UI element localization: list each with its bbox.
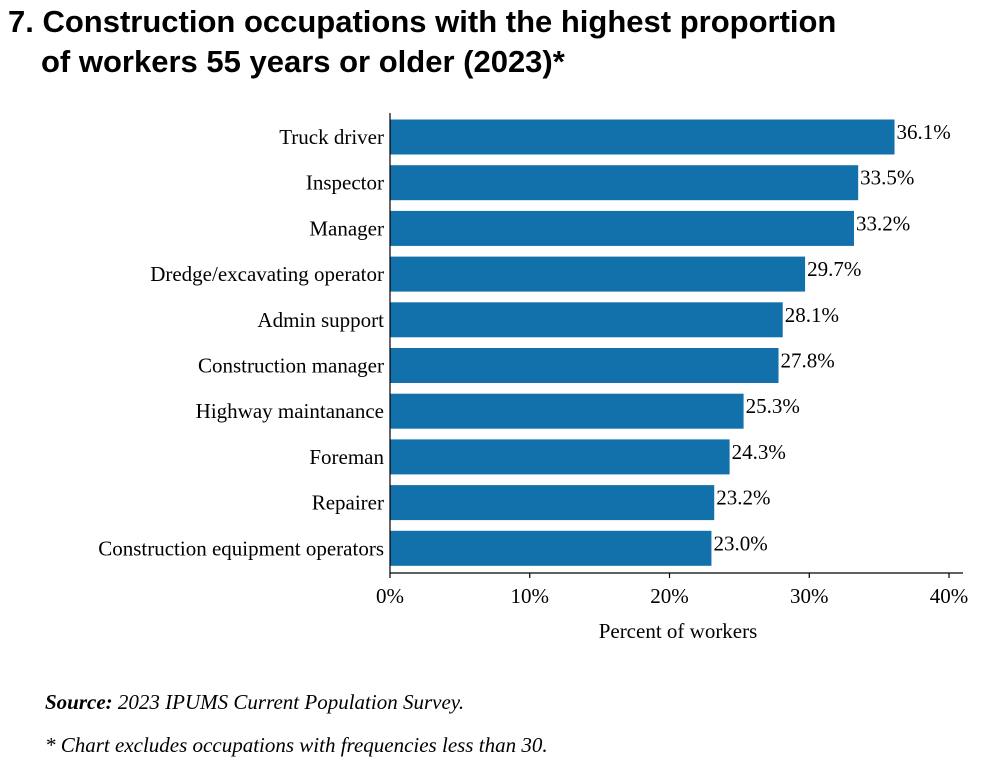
chart-title-line-2: of workers 55 years or older (2023)* [41,44,565,79]
value-label: 25.3% [746,394,800,418]
value-labels: 36.1% 33.5% 33.2% 29.7% 28.1% 27.8% 25.3% 24.3%… [713,120,950,555]
category-labels: Truck driver Inspector Manager Dredge/excav… [98,125,384,560]
bar [390,165,859,201]
bar [390,530,712,566]
source-note: Source: 2023 IPUMS Current Population Su… [45,690,464,715]
value-label: 27.8% [781,349,835,373]
bar [390,348,779,383]
chart-title: 7. Construction occupations with the hig… [8,2,983,82]
x-tick-label: 20% [650,584,689,608]
bar [390,256,806,292]
source-label: Source: [45,690,113,714]
category-label: Construction manager [198,354,384,378]
bar [390,485,715,521]
bars-group [390,119,895,566]
category-label: Manager [309,216,384,240]
category-label: Inspector [306,171,384,195]
x-axis-ticks: 0% 10% 20% 30% 40% [376,573,968,608]
bar [390,119,895,155]
x-tick-label: 30% [790,584,829,608]
value-label: 33.2% [856,211,910,235]
bar [390,393,744,429]
category-label: Foreman [309,445,384,469]
bar-chart: Truck driver Inspector Manager Dredge/excav… [98,113,968,643]
category-label: Highway maintanance [196,399,384,423]
footnote: * Chart excludes occupations with freque… [45,733,548,757]
bar [390,302,783,338]
value-label: 24.3% [732,440,786,464]
category-label: Repairer [312,491,384,515]
source-text: 2023 IPUMS Current Population Survey. [112,690,465,714]
value-label: 29.7% [807,257,861,281]
bar [390,210,854,246]
bar [390,439,730,475]
category-label: Construction equipment operators [98,536,384,560]
x-tick-label: 10% [511,584,550,608]
category-label: Truck driver [279,125,384,149]
category-label: Admin support [257,308,384,332]
value-label: 36.1% [897,120,951,144]
value-label: 23.2% [716,486,770,510]
category-label: Dredge/excavating operator [150,262,384,286]
value-label: 33.5% [860,166,914,190]
value-label: 28.1% [785,303,839,327]
x-axis-title: Percent of workers [599,619,758,643]
axes [389,113,963,574]
x-tick-label: 0% [376,584,404,608]
chart-title-line-1: 7. Construction occupations with the hig… [8,4,837,39]
value-label: 23.0% [713,531,767,555]
x-tick-label: 40% [930,584,969,608]
